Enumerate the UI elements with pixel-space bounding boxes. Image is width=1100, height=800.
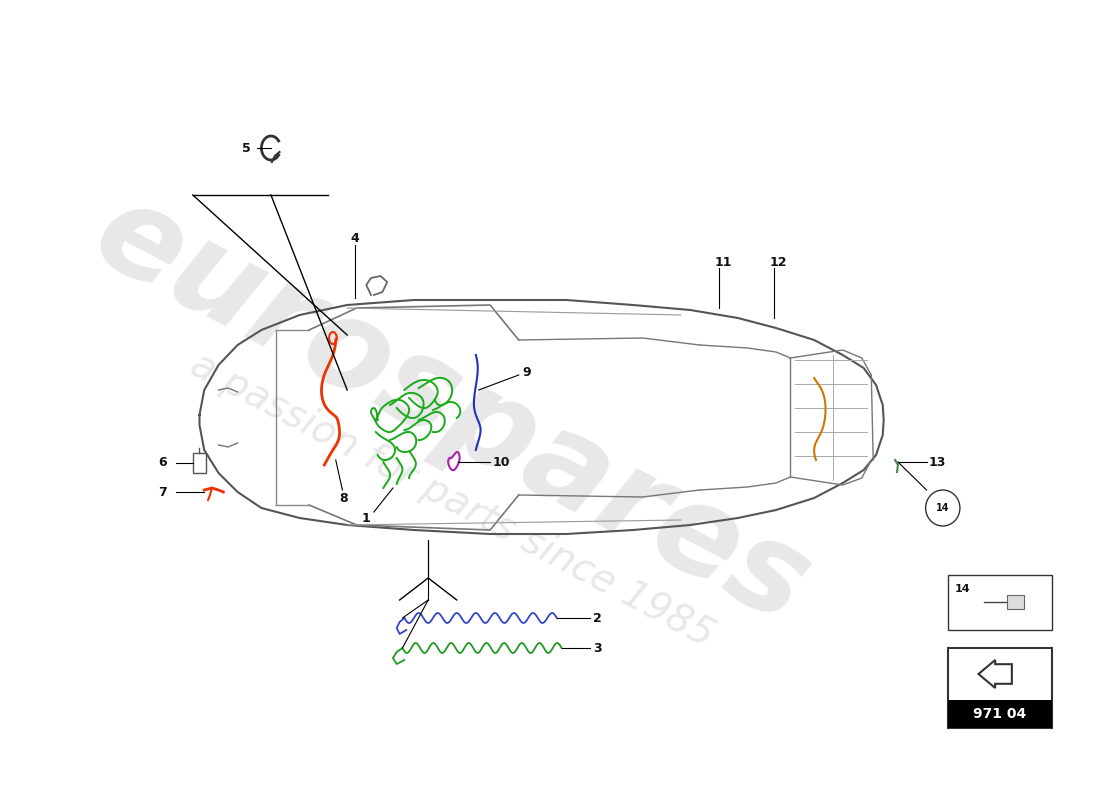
Text: 2: 2 (593, 611, 602, 625)
Bar (947, 700, 1053, 728)
Text: eurospares: eurospares (75, 171, 829, 649)
Text: 3: 3 (593, 642, 602, 654)
Text: 6: 6 (158, 457, 167, 470)
Bar (947, 575, 1053, 630)
Text: 4: 4 (350, 231, 359, 245)
Polygon shape (979, 660, 1012, 688)
Text: 14: 14 (936, 503, 949, 513)
Text: 5: 5 (242, 142, 251, 154)
Text: 13: 13 (928, 455, 946, 469)
Circle shape (925, 490, 960, 526)
Text: 9: 9 (522, 366, 531, 379)
Bar (192, 453, 206, 473)
Text: 12: 12 (769, 255, 786, 269)
Text: 8: 8 (340, 491, 349, 505)
Text: 971 04: 971 04 (974, 707, 1026, 721)
Text: 14: 14 (955, 584, 971, 594)
Bar (947, 648, 1053, 728)
Text: 11: 11 (714, 255, 732, 269)
Bar (1006, 595, 1024, 609)
Text: a passion for parts since 1985: a passion for parts since 1985 (184, 346, 720, 654)
Text: 1: 1 (362, 511, 371, 525)
Text: 10: 10 (493, 455, 510, 469)
Text: 7: 7 (158, 486, 167, 498)
